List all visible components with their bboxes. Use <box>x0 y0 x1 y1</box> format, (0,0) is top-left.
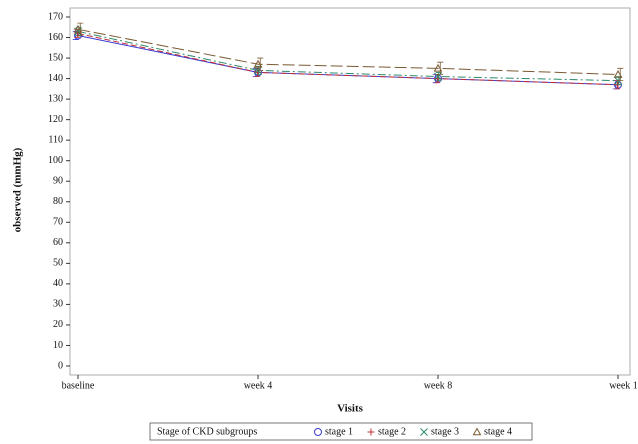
legend-title: Stage of CKD subgroups <box>157 426 257 437</box>
y-tick-label: 120 <box>48 114 63 125</box>
x-tick-label: week 4 <box>244 380 273 391</box>
x-tick-label: week 12 <box>609 380 638 391</box>
x-axis-label: Visits <box>337 403 364 415</box>
series-line <box>77 34 619 86</box>
legend-label: stage 3 <box>431 426 459 437</box>
y-axis-label: observed (mmHg) <box>12 147 24 232</box>
x-tick-label: week 8 <box>424 380 453 391</box>
y-tick-label: 30 <box>53 299 63 310</box>
series-line <box>77 30 619 82</box>
legend-symbol <box>314 428 322 436</box>
legend-label: stage 1 <box>325 426 353 437</box>
y-tick-label: 20 <box>53 319 63 330</box>
plot-frame <box>69 7 631 376</box>
legend-label: stage 4 <box>484 426 512 437</box>
y-tick-label: 70 <box>53 217 63 228</box>
y-tick-label: 110 <box>48 134 63 145</box>
legend-symbol <box>472 427 482 436</box>
y-tick-label: 140 <box>48 73 63 84</box>
legend-symbol <box>367 428 375 436</box>
series-line <box>77 28 619 75</box>
y-tick-label: 100 <box>48 155 63 166</box>
legend-box <box>149 422 533 441</box>
data-point <box>433 63 443 72</box>
y-tick-label: 160 <box>48 32 63 43</box>
data-point <box>613 69 623 78</box>
x-tick-label: baseline <box>62 380 95 391</box>
data-point <box>73 24 83 33</box>
error-bar <box>435 72 442 82</box>
y-tick-label: 130 <box>48 93 63 104</box>
y-tick-label: 60 <box>53 237 63 248</box>
legend-symbol <box>420 428 428 436</box>
y-tick-label: 50 <box>53 258 63 269</box>
y-tick-label: 0 <box>58 360 63 371</box>
y-tick-label: 150 <box>48 52 63 63</box>
y-tick-label: 80 <box>53 196 63 207</box>
series-line <box>77 32 619 86</box>
data-point <box>253 59 263 68</box>
y-tick-label: 40 <box>53 278 63 289</box>
y-tick-label: 90 <box>53 176 63 187</box>
y-tick-label: 10 <box>53 340 63 351</box>
y-tick-label: 170 <box>48 11 63 22</box>
legend-label: stage 2 <box>378 426 406 437</box>
